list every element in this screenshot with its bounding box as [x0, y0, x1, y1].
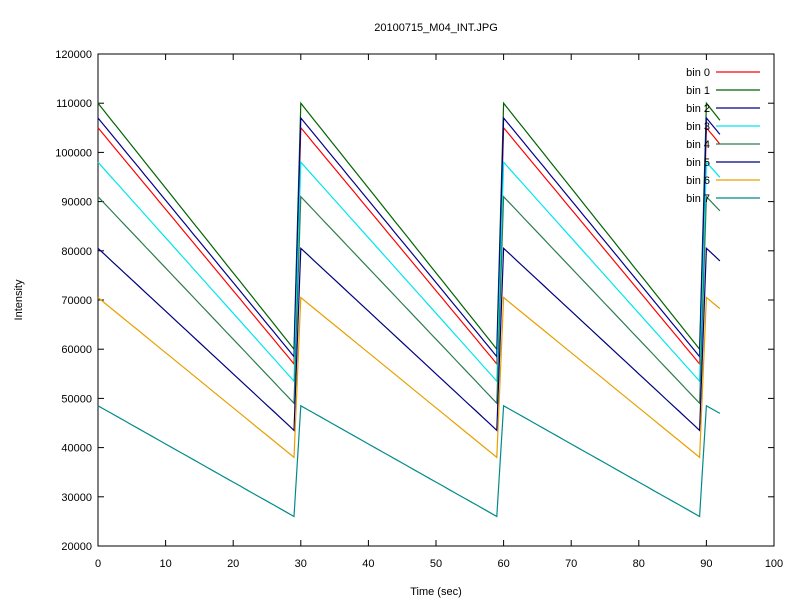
plot-area-frame	[97, 53, 775, 547]
y-axis-label: Intensity	[13, 279, 25, 320]
legend: bin 0 bin 1 bin 2 bin 3 bin 4 bin 5 bin 6 bin 7	[686, 67, 760, 205]
y-tick-label: 90000	[61, 197, 92, 209]
x-tick-label: 80	[633, 558, 645, 570]
x-tick-label: 20	[227, 558, 239, 570]
x-tick-label: 60	[497, 558, 509, 570]
y-tick-label: 120000	[55, 49, 92, 61]
x-tick-label: 90	[700, 558, 712, 570]
series-line-4	[97, 195, 721, 405]
series-line-7	[97, 404, 721, 518]
y-tick-label: 80000	[61, 246, 92, 258]
x-tick-label: 10	[159, 558, 171, 570]
legend-label: bin 5	[686, 157, 710, 169]
x-axis: 0 10 20 30 40 50 60 70 80 90 100	[95, 54, 783, 570]
legend-label: bin 4	[686, 139, 710, 151]
y-tick-label: 50000	[61, 393, 92, 405]
series-line-5	[97, 246, 721, 432]
legend-label: bin 0	[686, 67, 710, 79]
legend-label: bin 2	[686, 103, 710, 115]
legend-label: bin 7	[686, 193, 710, 205]
x-axis-label: Time (sec)	[410, 586, 462, 598]
series-line-1	[97, 101, 721, 351]
series-line-3	[97, 160, 721, 383]
x-tick-label: 50	[430, 558, 442, 570]
x-tick-label: 40	[362, 558, 374, 570]
x-tick-label: 0	[95, 558, 101, 570]
y-tick-label: 30000	[61, 492, 92, 504]
x-tick-label: 30	[295, 558, 307, 570]
x-tick-label: 100	[765, 558, 783, 570]
series-line-0	[97, 126, 721, 366]
y-tick-label: 70000	[61, 295, 92, 307]
y-tick-label: 20000	[61, 541, 92, 553]
legend-label: bin 3	[686, 121, 710, 133]
legend-label: bin 6	[686, 175, 710, 187]
legend-label: bin 1	[686, 85, 710, 97]
y-tick-label: 60000	[61, 344, 92, 356]
series-line-6	[97, 296, 721, 459]
y-tick-label: 110000	[56, 98, 92, 110]
y-tick-label: 100000	[55, 147, 92, 159]
x-tick-label: 70	[565, 558, 577, 570]
series-line-2	[97, 116, 721, 359]
y-tick-label: 40000	[61, 443, 92, 455]
series-lines	[97, 101, 721, 518]
y-axis: 20000 30000 40000 50000 60000 70000 80000 90000…	[55, 49, 774, 553]
chart-title: 20100715_M04_INT.JPG	[374, 22, 498, 34]
